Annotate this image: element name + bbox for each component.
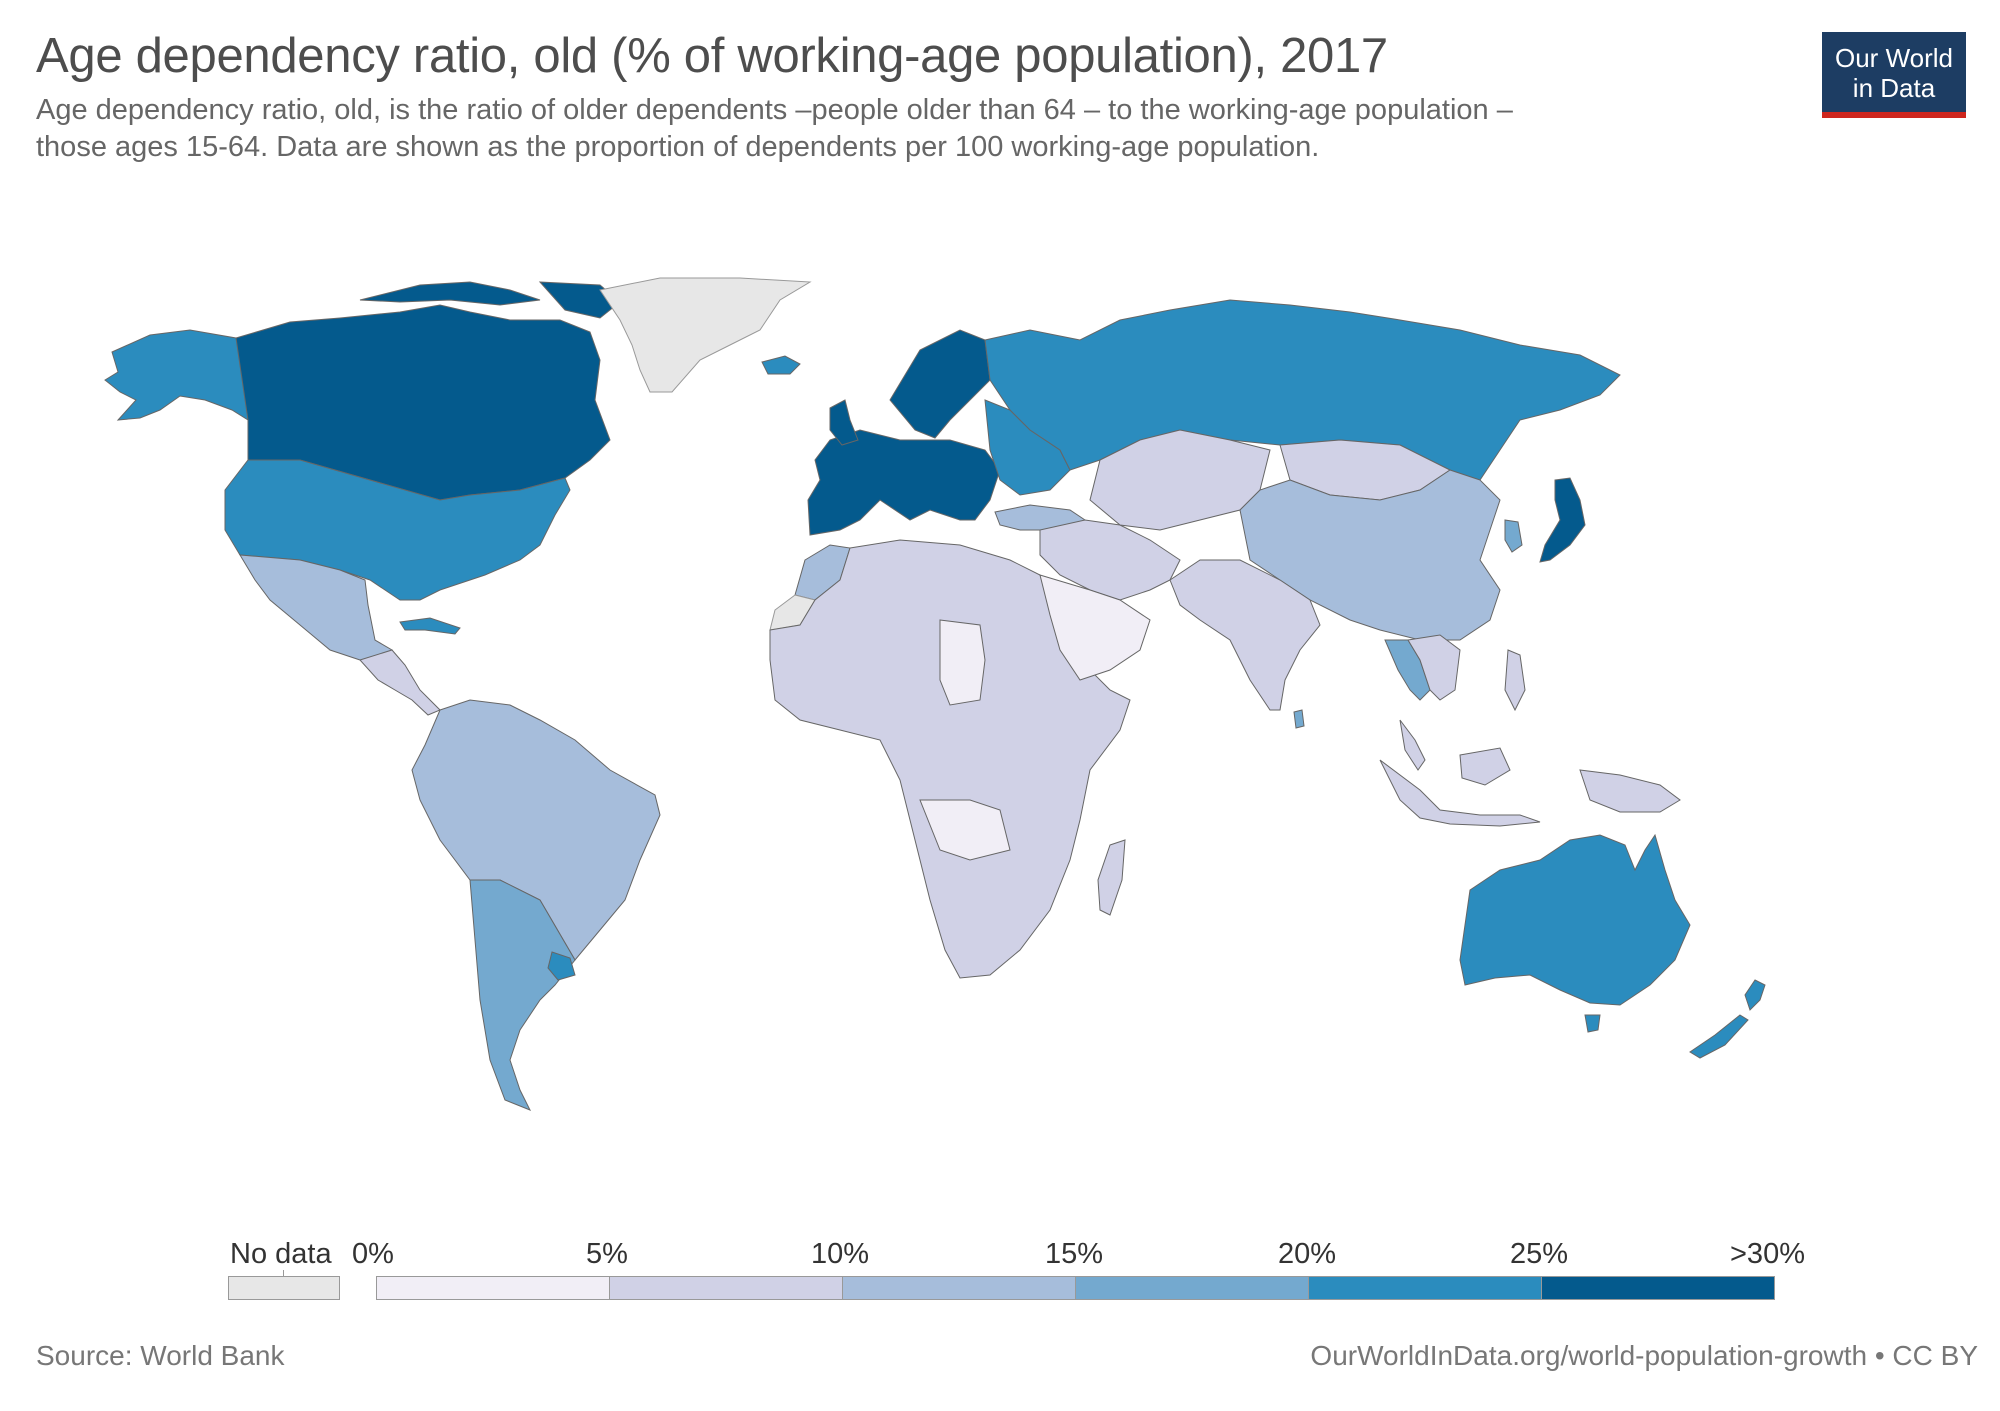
- region-tasmania[interactable]: [1584, 1014, 1601, 1033]
- region-canada-arctic[interactable]: [359, 281, 541, 306]
- region-india[interactable]: [1169, 559, 1321, 711]
- subtitle-line-1: Age dependency ratio, old, is the ratio …: [36, 94, 1513, 126]
- chart-subtitle: Age dependency ratio, old, is the ratio …: [36, 92, 1756, 166]
- region-sahel[interactable]: [939, 619, 986, 706]
- legend-tick-label-20: 20%: [1278, 1238, 1337, 1270]
- legend-tick-label-0: 0%: [352, 1238, 394, 1270]
- region-russia[interactable]: [984, 299, 1621, 481]
- region-middle-east[interactable]: [1039, 519, 1181, 601]
- region-western-europe[interactable]: [807, 429, 1001, 536]
- region-madagascar[interactable]: [1097, 839, 1126, 916]
- region-united-kingdom[interactable]: [829, 399, 859, 446]
- region-argentina[interactable]: [469, 879, 576, 1111]
- source-note: Source: World Bank: [36, 1340, 285, 1371]
- region-iceland[interactable]: [761, 355, 801, 375]
- legend-bin-15-20[interactable]: [1075, 1276, 1309, 1300]
- logo-line-1: Our World: [1835, 43, 1953, 73]
- legend-bin-5-10[interactable]: [609, 1276, 843, 1300]
- region-uruguay[interactable]: [547, 951, 576, 981]
- region-south-america[interactable]: [411, 699, 661, 961]
- source-url[interactable]: OurWorldInData.org/world-population-grow…: [1310, 1340, 1978, 1371]
- logo-line-2: in Data: [1852, 73, 1936, 103]
- region-central-america[interactable]: [359, 649, 441, 716]
- world-map: [104, 277, 1766, 1111]
- region-southeast-asia[interactable]: [1407, 634, 1461, 701]
- region-central-africa[interactable]: [919, 799, 1011, 861]
- legend-bin-10-15[interactable]: [842, 1276, 1076, 1300]
- region-new-zealand[interactable]: [1689, 979, 1766, 1059]
- region-canada-arctic-2[interactable]: [538, 281, 621, 319]
- legend-tick-label-15: 15%: [1045, 1238, 1104, 1270]
- region-malaysia[interactable]: [1399, 719, 1426, 771]
- region-greenland[interactable]: [599, 277, 812, 393]
- legend-nodata-label: No data: [230, 1238, 332, 1270]
- legend-tick-label-5: 5%: [586, 1238, 628, 1270]
- legend-tick-label-25: 25%: [1510, 1238, 1569, 1270]
- region-china[interactable]: [1239, 469, 1501, 641]
- region-papua-new-guinea[interactable]: [1579, 769, 1681, 813]
- region-sri-lanka[interactable]: [1293, 709, 1305, 729]
- chart-title: Age dependency ratio, old (% of working-…: [36, 29, 1388, 83]
- region-arabian-peninsula[interactable]: [1039, 574, 1151, 681]
- region-philippines[interactable]: [1504, 649, 1526, 712]
- region-alaska[interactable]: [104, 329, 249, 421]
- legend-tick-label-30: >30%: [1730, 1238, 1805, 1270]
- legend-tick-label-10: 10%: [811, 1238, 870, 1270]
- region-indonesia[interactable]: [1379, 747, 1541, 827]
- owid-logo[interactable]: Our World in Data: [1822, 32, 1966, 118]
- region-scandinavia[interactable]: [889, 329, 991, 439]
- legend-bin-25-30[interactable]: [1541, 1276, 1775, 1300]
- subtitle-line-2: those ages 15-64. Data are shown as the …: [36, 131, 1320, 163]
- region-australia[interactable]: [1459, 833, 1691, 1006]
- region-cuba[interactable]: [399, 617, 461, 635]
- legend-nodata-swatch: [228, 1276, 340, 1300]
- legend-bin-0-5[interactable]: [376, 1276, 610, 1300]
- legend-bin-20-25[interactable]: [1308, 1276, 1542, 1300]
- region-japan[interactable]: [1539, 477, 1586, 563]
- legend-nodata-tick: [283, 1270, 284, 1278]
- region-korea[interactable]: [1504, 519, 1523, 553]
